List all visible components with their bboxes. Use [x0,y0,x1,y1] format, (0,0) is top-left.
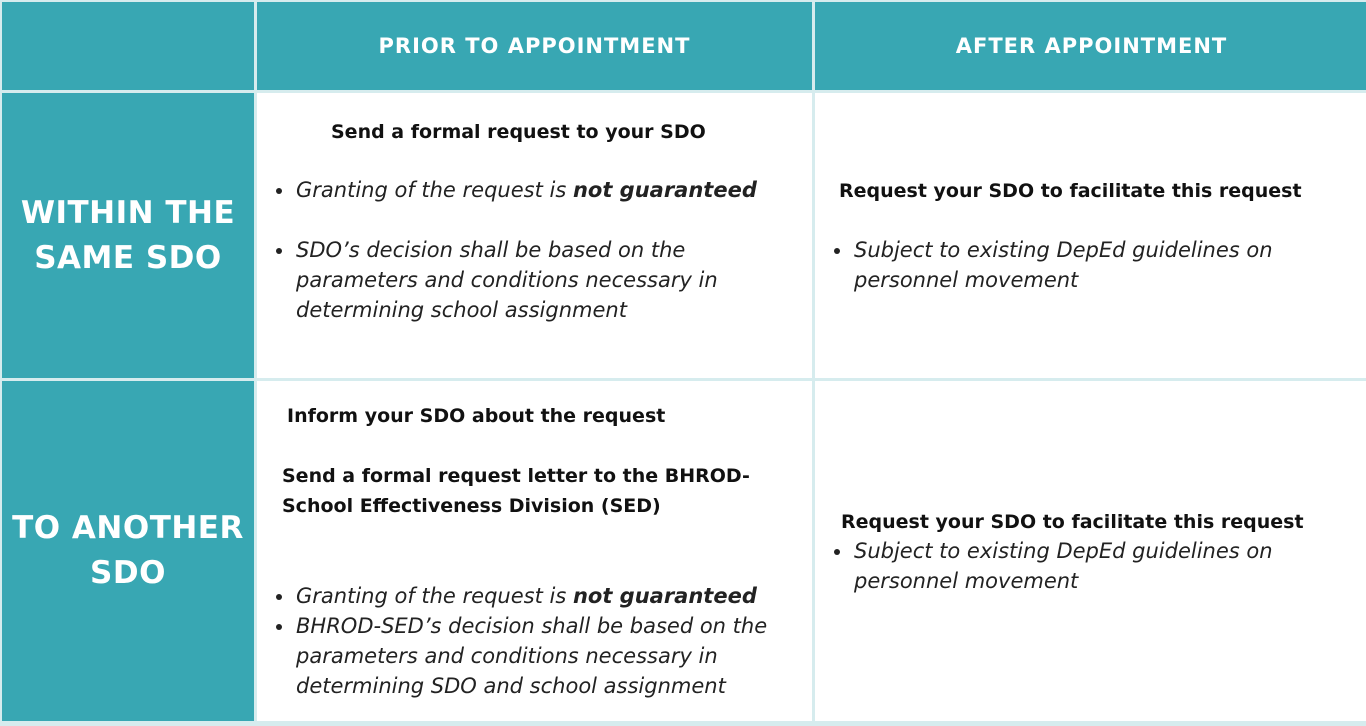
list-item: Granting of the request is not guarantee… [274,175,794,205]
cell-within-after: Request your SDO to facilitate this requ… [815,93,1366,378]
cell-another-prior: Inform your SDO about the request Send a… [257,381,812,721]
column-header-prior: PRIOR TO APPOINTMENT [257,2,812,90]
cell-another-after: Request your SDO to facilitate this requ… [815,381,1366,721]
cell-within-prior: Send a formal request to your SDO Granti… [257,93,812,378]
column-header-after: AFTER APPOINTMENT [815,2,1366,90]
bullet-list: Granting of the request is not guarantee… [274,175,794,325]
bullet-list: Subject to existing DepEd guidelines on … [832,235,1332,295]
cell-title: Send a formal request letter to the BHRO… [282,465,750,517]
list-item: Subject to existing DepEd guidelines on … [832,536,1332,596]
cell-title: Request your SDO to facilitate this requ… [841,511,1304,533]
row-header-to-another-sdo: TO ANOTHER SDO [2,381,254,721]
list-item: BHROD-SED’s decision shall be based on t… [274,611,789,701]
row-header-within-same-sdo: WITHIN THE SAME SDO [2,93,254,378]
list-item: Subject to existing DepEd guidelines on … [832,235,1332,295]
list-item: Granting of the request is not guarantee… [274,581,804,611]
emphasis-text: not guaranteed [572,178,757,202]
bullet-list: Granting of the request is not guarantee… [274,581,804,701]
list-item: SDO’s decision shall be based on the par… [274,235,774,325]
row-header-line: SDO [90,555,166,591]
cell-title: Request your SDO to facilitate this requ… [839,180,1302,202]
bullet-list: Subject to existing DepEd guidelines on … [832,536,1332,596]
cell-title: Inform your SDO about the request [287,405,666,427]
row-header-line: WITHIN THE [20,194,236,231]
row-header-line: TO ANOTHER [12,510,244,546]
emphasis-text: not guaranteed [572,584,757,608]
row-header-line: SAME SDO [34,239,222,276]
corner-header-cell [2,2,254,90]
cell-title: Send a formal request to your SDO [331,121,706,143]
